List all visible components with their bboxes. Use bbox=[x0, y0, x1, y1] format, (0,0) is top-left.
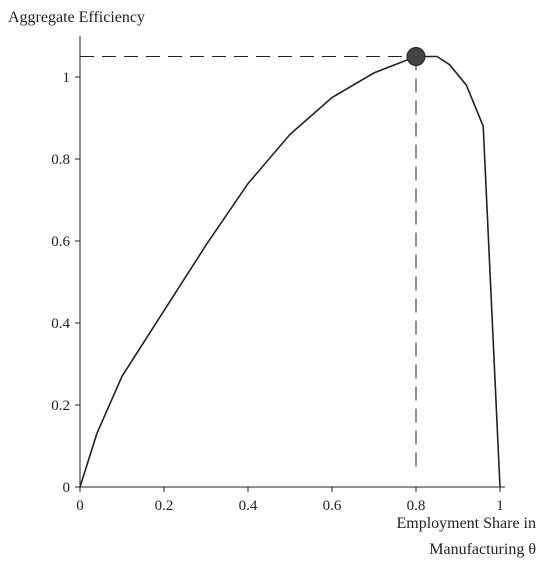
x-axis-label: Employment Share in bbox=[396, 515, 536, 532]
y-tick-label: 0.6 bbox=[51, 234, 70, 250]
x-axis-label: Manufacturing θ bbox=[429, 541, 536, 558]
x-tick-label: 0.2 bbox=[155, 498, 174, 514]
chart-title: Aggregate Efficiency bbox=[8, 9, 145, 26]
peak-marker bbox=[406, 47, 426, 66]
line bbox=[79, 55, 501, 488]
y-tick-label: 0.4 bbox=[51, 316, 70, 332]
y-tick-label: 0 bbox=[63, 480, 71, 496]
y-tick-label: 0.2 bbox=[51, 398, 70, 414]
y-tick-label: 1 bbox=[63, 70, 71, 86]
x-tick-label: 0.4 bbox=[239, 498, 258, 514]
y-tick-label: 0.8 bbox=[51, 152, 70, 168]
x-tick-label: 1 bbox=[496, 498, 504, 514]
x-tick-label: 0 bbox=[76, 498, 84, 514]
x-tick-label: 0.6 bbox=[323, 498, 342, 514]
x-tick-label: 0.8 bbox=[407, 498, 426, 514]
